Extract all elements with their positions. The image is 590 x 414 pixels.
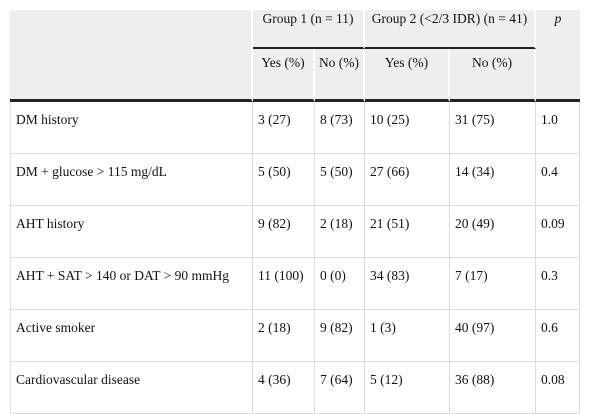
row-label: AHT history — [10, 206, 253, 258]
header-group2: Group 2 (<2/3 IDR) (n = 41) — [365, 10, 537, 49]
g1-yes-cell: 3 (27) — [253, 102, 315, 154]
g2-no-cell: 7 (17) — [450, 258, 537, 310]
g1-yes-cell: 5 (50) — [253, 154, 315, 206]
g1-yes-cell: 11 (100) — [253, 258, 315, 310]
g2-yes-cell: 5 (12) — [365, 362, 451, 414]
table-row: DM history 3 (27) 8 (73) 10 (25) 31 (75)… — [10, 102, 581, 154]
g2-no-cell: 36 (88) — [450, 362, 537, 414]
p-value-cell: 0.09 — [536, 206, 581, 258]
g1-yes-cell: 9 (82) — [253, 206, 315, 258]
g1-no-cell: 0 (0) — [315, 258, 366, 310]
g2-no-cell: 40 (97) — [450, 310, 537, 362]
g2-yes-cell: 34 (83) — [365, 258, 451, 310]
g2-yes-cell: 21 (51) — [365, 206, 451, 258]
g1-no-cell: 7 (64) — [315, 362, 366, 414]
header-empty-cell — [10, 10, 253, 102]
g2-no-cell: 14 (34) — [450, 154, 537, 206]
table-row: AHT + SAT > 140 or DAT > 90 mmHg 11 (100… — [10, 258, 581, 310]
g1-yes-cell: 4 (36) — [253, 362, 315, 414]
row-label: DM history — [10, 102, 253, 154]
header-g1-no: No (%) — [315, 49, 366, 102]
table-row: DM + glucose > 115 mg/dL 5 (50) 5 (50) 2… — [10, 154, 581, 206]
row-label: DM + glucose > 115 mg/dL — [10, 154, 253, 206]
g1-no-cell: 9 (82) — [315, 310, 366, 362]
row-label: AHT + SAT > 140 or DAT > 90 mmHg — [10, 258, 253, 310]
g2-no-cell: 31 (75) — [450, 102, 537, 154]
g2-no-cell: 20 (49) — [450, 206, 537, 258]
header-group1: Group 1 (n = 11) — [253, 10, 366, 49]
p-value-cell: 0.08 — [536, 362, 581, 414]
p-value-cell: 0.3 — [536, 258, 581, 310]
table-row: Active smoker 2 (18) 9 (82) 1 (3) 40 (97… — [10, 310, 581, 362]
g2-yes-cell: 10 (25) — [365, 102, 451, 154]
g2-yes-cell: 27 (66) — [365, 154, 451, 206]
header-g2-yes: Yes (%) — [365, 49, 451, 102]
g1-no-cell: 5 (50) — [315, 154, 366, 206]
table-header: Group 1 (n = 11) Group 2 (<2/3 IDR) (n =… — [10, 10, 581, 102]
p-value-cell: 0.6 — [536, 310, 581, 362]
row-label: Cardiovascular disease — [10, 362, 253, 414]
p-value-cell: 1.0 — [536, 102, 581, 154]
g1-yes-cell: 2 (18) — [253, 310, 315, 362]
table-row: AHT history 9 (82) 2 (18) 21 (51) 20 (49… — [10, 206, 581, 258]
results-table: Group 1 (n = 11) Group 2 (<2/3 IDR) (n =… — [10, 10, 581, 414]
header-g1-yes: Yes (%) — [253, 49, 315, 102]
g1-no-cell: 2 (18) — [315, 206, 366, 258]
table-row: Cardiovascular disease 4 (36) 7 (64) 5 (… — [10, 362, 581, 414]
data-table-container: Group 1 (n = 11) Group 2 (<2/3 IDR) (n =… — [10, 10, 581, 414]
header-p-value: p — [536, 10, 581, 102]
row-label: Active smoker — [10, 310, 253, 362]
header-g2-no: No (%) — [450, 49, 537, 102]
g2-yes-cell: 1 (3) — [365, 310, 451, 362]
table-body: DM history 3 (27) 8 (73) 10 (25) 31 (75)… — [10, 102, 581, 414]
p-value-cell: 0.4 — [536, 154, 581, 206]
g1-no-cell: 8 (73) — [315, 102, 366, 154]
